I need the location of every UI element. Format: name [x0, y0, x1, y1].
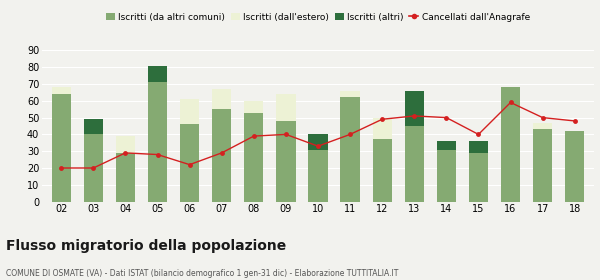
- Bar: [244, 113, 263, 202]
- Bar: [84, 119, 103, 134]
- Bar: [116, 136, 135, 153]
- Bar: [340, 91, 360, 97]
- Bar: [180, 124, 199, 202]
- Bar: [308, 134, 328, 150]
- Bar: [116, 153, 135, 202]
- Bar: [437, 141, 456, 150]
- Bar: [180, 99, 199, 124]
- Bar: [469, 141, 488, 153]
- Bar: [469, 153, 488, 202]
- Text: COMUNE DI OSMATE (VA) - Dati ISTAT (bilancio demografico 1 gen-31 dic) - Elabora: COMUNE DI OSMATE (VA) - Dati ISTAT (bila…: [6, 269, 398, 278]
- Bar: [565, 131, 584, 202]
- Bar: [373, 118, 392, 139]
- Bar: [533, 129, 552, 202]
- Bar: [404, 126, 424, 202]
- Bar: [404, 91, 424, 126]
- Bar: [501, 87, 520, 202]
- Bar: [340, 97, 360, 202]
- Text: Flusso migratorio della popolazione: Flusso migratorio della popolazione: [6, 239, 286, 253]
- Bar: [84, 134, 103, 202]
- Bar: [437, 150, 456, 202]
- Bar: [52, 87, 71, 94]
- Bar: [212, 109, 232, 202]
- Bar: [244, 101, 263, 113]
- Bar: [52, 94, 71, 202]
- Bar: [276, 94, 296, 121]
- Bar: [148, 66, 167, 82]
- Bar: [373, 139, 392, 202]
- Bar: [212, 89, 232, 109]
- Bar: [276, 121, 296, 202]
- Bar: [533, 123, 552, 129]
- Legend: Iscritti (da altri comuni), Iscritti (dall'estero), Iscritti (altri), Cancellati: Iscritti (da altri comuni), Iscritti (da…: [106, 13, 530, 22]
- Bar: [308, 150, 328, 202]
- Bar: [148, 82, 167, 202]
